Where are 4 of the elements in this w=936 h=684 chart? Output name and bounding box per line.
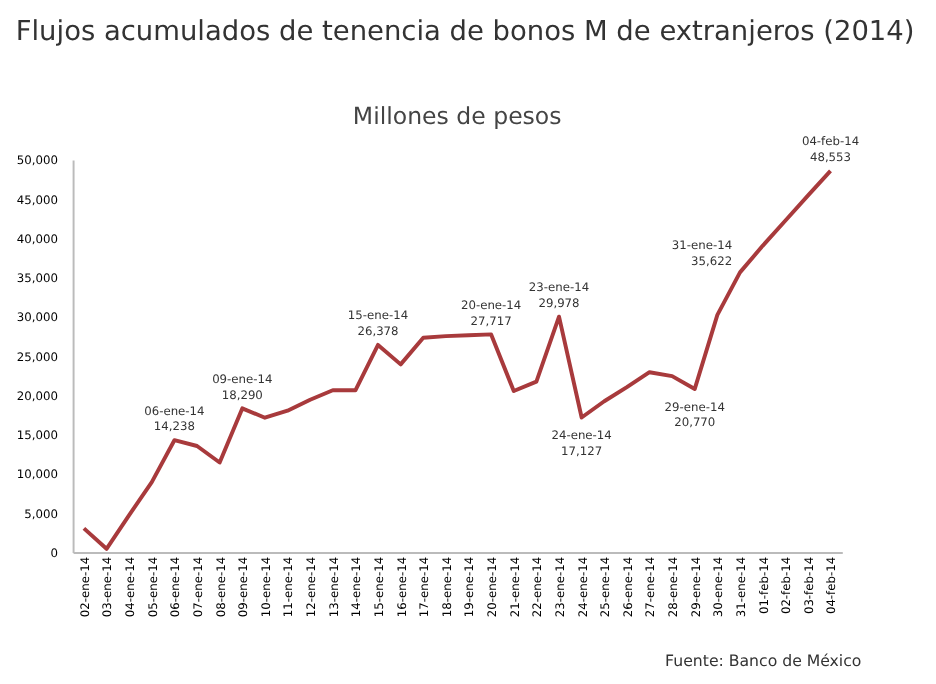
- chart-title: Flujos acumulados de tenencia de bonos M de extranjeros (2014): [15, 15, 915, 48]
- line-series: [81, 168, 833, 551]
- source-note: Fuente: Banco de México: [665, 651, 862, 670]
- chart-subtitle: Millones de pesos: [352, 102, 562, 131]
